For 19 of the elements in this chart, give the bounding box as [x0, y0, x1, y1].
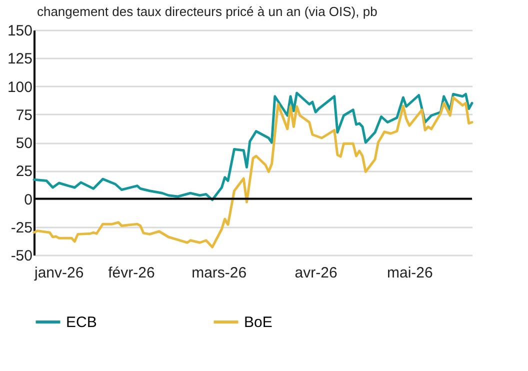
- legend-label: ECB: [66, 314, 97, 331]
- legend-label: BoE: [244, 314, 272, 331]
- y-tick-label: 100: [7, 78, 32, 96]
- line-series: [32, 96, 474, 248]
- y-tick-label: -25: [10, 219, 32, 236]
- x-tick-label: mars-26: [192, 264, 247, 282]
- y-tick-label: 150: [7, 22, 32, 40]
- y-tick-label: 0: [24, 191, 32, 208]
- x-tick-label: janv-26: [34, 264, 84, 282]
- line-series: [32, 92, 474, 202]
- y-tick-label: -50: [10, 248, 32, 264]
- x-tick-label: avr-26: [294, 264, 338, 282]
- y-tick-label: 125: [7, 50, 32, 68]
- y-tick-label: 75: [16, 106, 32, 124]
- y-tick-label: 50: [16, 135, 32, 152]
- y-tick-label: 25: [16, 163, 32, 180]
- x-tick-label: févr-26: [108, 264, 155, 282]
- x-tick-label: mai-26: [387, 264, 433, 282]
- chart-title: changement des taux directeurs pricé à un an (via OIS), pb: [36, 4, 378, 19]
